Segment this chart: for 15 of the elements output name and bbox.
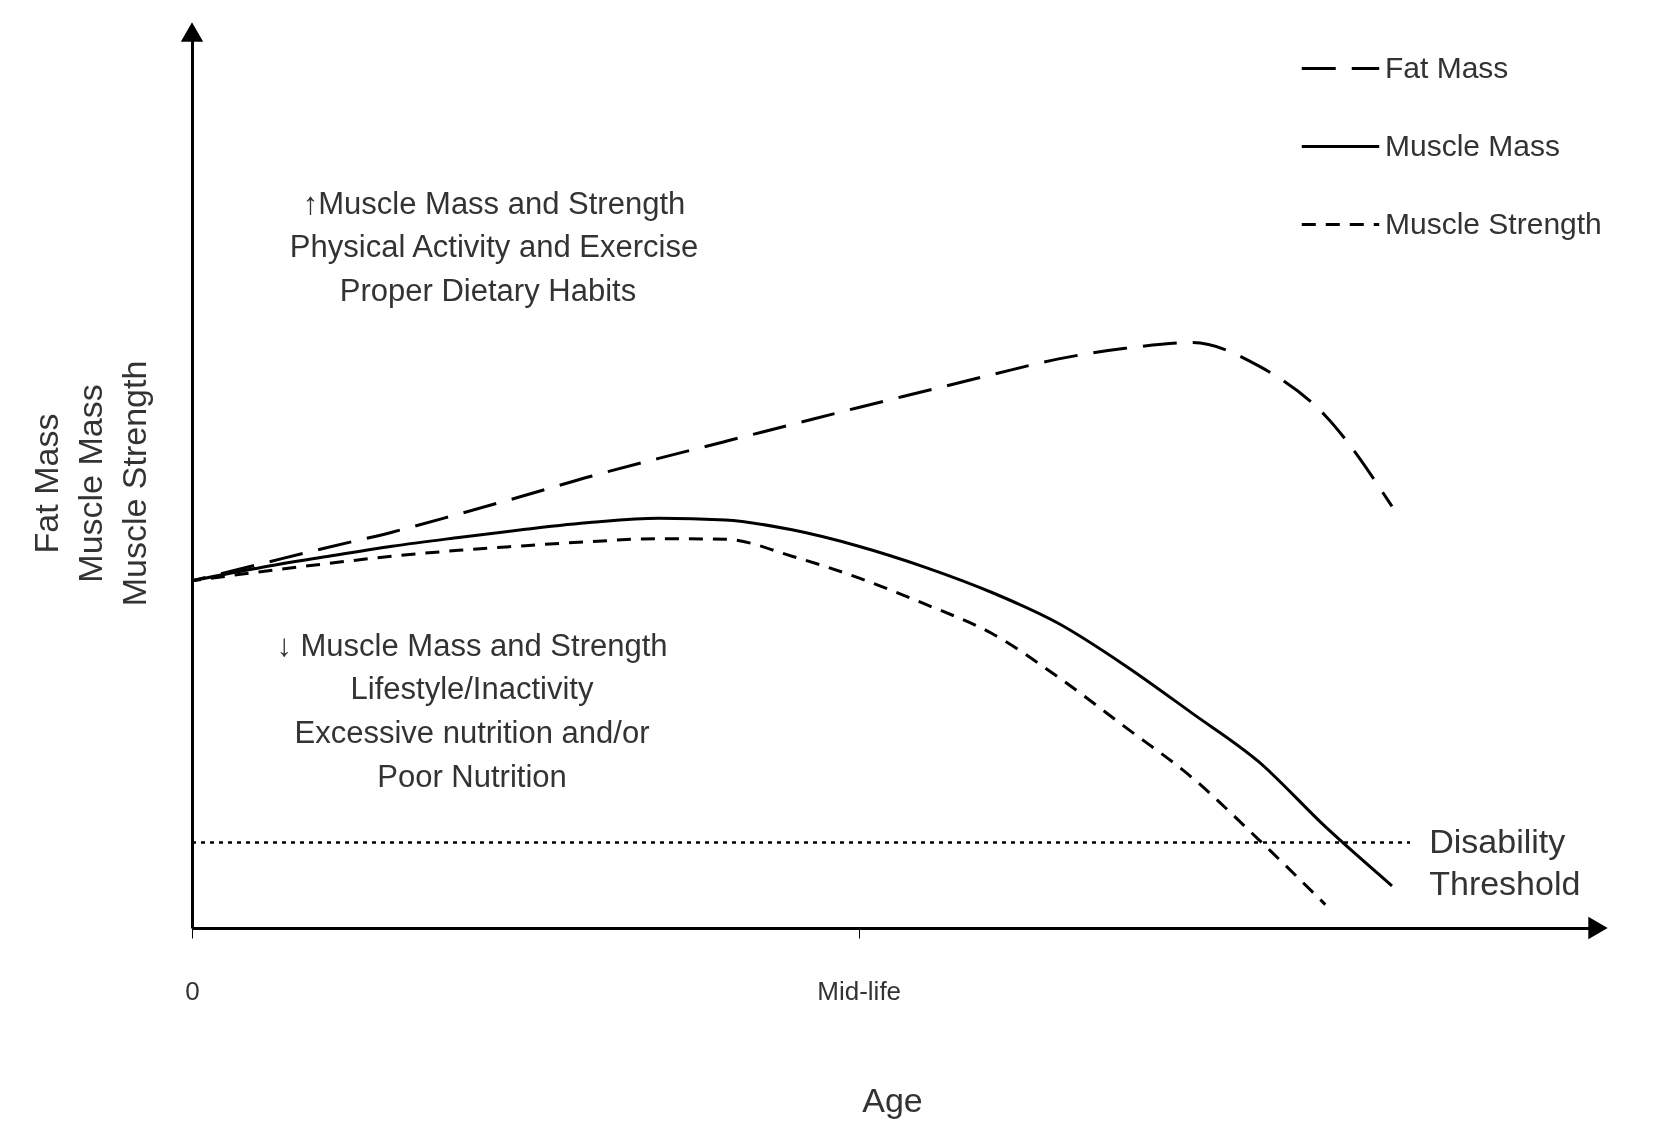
x-tick-label: 0: [185, 975, 200, 1006]
text: Physical Activity and Exercise: [289, 229, 699, 264]
y-axis-title: Fat Mass Muscle Mass Muscle Strength: [26, 360, 153, 607]
annotation: Poor Nutrition: [377, 759, 567, 794]
legend-label: Muscle Strength: [1385, 206, 1602, 240]
legend-label: Fat Mass: [1385, 50, 1509, 84]
annotation: ↓ Muscle Mass and Strength: [276, 628, 668, 663]
text: Proper Dietary Habits: [339, 273, 637, 308]
annotation: Excessive nutrition and/or: [294, 715, 650, 750]
x-axis-title: Age: [862, 1080, 923, 1119]
legend-label: Muscle Mass: [1385, 128, 1561, 162]
text: ↑Muscle Mass and Strength: [302, 186, 686, 221]
x-tick-label: Mid-life: [817, 975, 902, 1006]
ref-line-label: Disability Threshold: [1429, 821, 1581, 902]
annotation: Lifestyle/Inactivity: [350, 671, 594, 706]
